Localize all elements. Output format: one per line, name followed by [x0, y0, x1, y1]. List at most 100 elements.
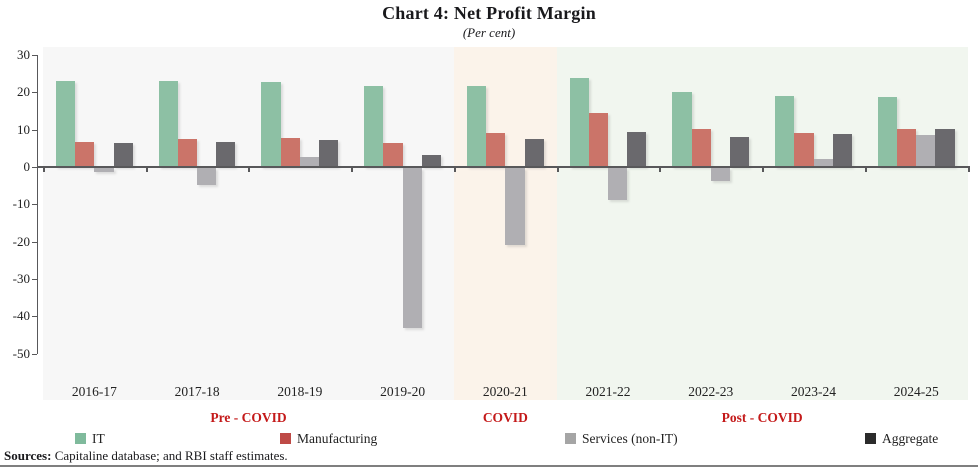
legend-item-manufacturing: Manufacturing	[280, 430, 378, 446]
y-axis-label: -20	[12, 233, 30, 249]
x-axis-label: 2016-17	[71, 384, 117, 399]
legend-label: Aggregate	[882, 431, 939, 446]
x-axis-tick	[864, 168, 867, 172]
legend-item-services-non-it: Services (non-IT)	[565, 430, 678, 446]
bar-it	[55, 81, 76, 167]
x-axis-label: 2023-24	[791, 384, 837, 399]
y-axis-tick	[32, 278, 37, 280]
bar-services-non-it	[197, 168, 217, 185]
bar-manufacturing	[588, 112, 609, 167]
legend-label: Services (non-IT)	[582, 431, 678, 446]
chart-subtitle: (Per cent)	[462, 25, 516, 40]
x-axis-tick	[43, 168, 45, 172]
x-axis-line	[37, 166, 970, 168]
bar-services-non-it	[710, 168, 730, 181]
bar-aggregate	[524, 139, 544, 167]
y-axis-label: 30	[17, 47, 30, 63]
y-axis-tick	[32, 204, 37, 206]
bar-manufacturing	[794, 133, 814, 167]
x-axis-tick	[248, 168, 251, 172]
bar-services-non-it	[94, 168, 114, 173]
bar-manufacturing	[75, 141, 95, 167]
bar-aggregate	[832, 133, 852, 167]
bar-aggregate	[113, 142, 133, 167]
bar-it	[775, 96, 795, 167]
legend-label: Manufacturing	[297, 431, 378, 446]
x-axis-tick	[351, 168, 354, 172]
bar-it	[877, 96, 898, 167]
bar-aggregate	[319, 140, 339, 167]
bottom-divider	[0, 465, 978, 467]
legend-item-aggregate: Aggregate	[865, 430, 939, 446]
x-axis-label: 2021-22	[585, 384, 631, 399]
y-axis-label: -50	[12, 345, 30, 361]
bar-aggregate	[627, 131, 647, 167]
phase-region	[556, 47, 968, 400]
chart-title: Chart 4: Net Profit Margin	[382, 3, 596, 23]
y-axis-tick	[32, 353, 37, 355]
x-axis-label: 2019-20	[380, 384, 426, 399]
bar-manufacturing	[383, 143, 403, 167]
y-axis-label: 10	[17, 121, 30, 137]
sources-note: Sources: Capitaline database; and RBI st…	[4, 448, 288, 464]
bar-services-non-it	[505, 168, 525, 246]
x-axis-tick	[659, 168, 662, 172]
x-axis-tick	[967, 168, 970, 172]
bar-aggregate	[730, 137, 750, 167]
x-axis-label: 2024-25	[893, 384, 939, 399]
bar-aggregate	[421, 155, 441, 167]
bar-it	[466, 86, 487, 167]
sources-text: Capitaline database; and RBI staff estim…	[51, 448, 288, 463]
legend-item-it: IT	[75, 430, 105, 446]
bar-aggregate	[216, 142, 236, 167]
phase-label: COVID	[482, 410, 528, 425]
y-axis-tick	[32, 167, 37, 168]
bar-manufacturing	[486, 132, 506, 167]
y-axis-line	[37, 55, 38, 354]
legend-label: IT	[92, 431, 105, 446]
bar-it	[672, 91, 692, 167]
y-axis-tick	[32, 129, 37, 131]
bar-manufacturing	[177, 139, 198, 167]
phase-region	[43, 47, 454, 400]
x-axis-label: 2017-18	[174, 384, 220, 399]
bar-it	[261, 82, 281, 167]
phase-label: Pre - COVID	[210, 410, 287, 425]
bar-it	[158, 80, 178, 167]
sources-label: Sources:	[4, 448, 52, 463]
bar-it	[364, 86, 384, 167]
y-axis-label: 20	[17, 84, 30, 100]
bar-services-non-it	[813, 158, 833, 167]
y-axis-tick	[32, 55, 37, 57]
bar-manufacturing	[897, 129, 917, 167]
x-axis-tick	[762, 168, 765, 172]
x-axis-label: 2022-23	[688, 384, 734, 399]
y-axis-label: -30	[12, 270, 30, 286]
x-axis-tick	[145, 168, 148, 172]
legend-swatch-icon	[865, 433, 876, 444]
y-axis-label: -10	[12, 196, 30, 212]
bar-manufacturing	[280, 137, 300, 167]
y-axis-tick	[32, 316, 37, 318]
bar-services-non-it	[916, 134, 936, 167]
x-axis-tick	[556, 168, 559, 172]
x-axis-label: 2020-21	[482, 384, 528, 399]
y-axis-label: -40	[12, 308, 30, 324]
bar-aggregate	[935, 128, 955, 167]
x-axis-tick	[453, 168, 456, 172]
y-axis-label: 0	[23, 159, 31, 174]
legend-swatch-icon	[75, 433, 86, 444]
legend-swatch-icon	[280, 433, 291, 444]
bar-manufacturing	[691, 128, 711, 167]
y-axis-tick	[32, 241, 37, 243]
bar-services-non-it	[608, 168, 628, 201]
y-axis-tick	[32, 92, 37, 94]
bar-services-non-it	[299, 157, 320, 167]
x-axis-label: 2018-19	[277, 384, 323, 399]
phase-label: Post - COVID	[721, 410, 803, 425]
bar-services-non-it	[402, 168, 422, 329]
legend-swatch-icon	[565, 433, 576, 444]
bar-it	[569, 78, 589, 167]
